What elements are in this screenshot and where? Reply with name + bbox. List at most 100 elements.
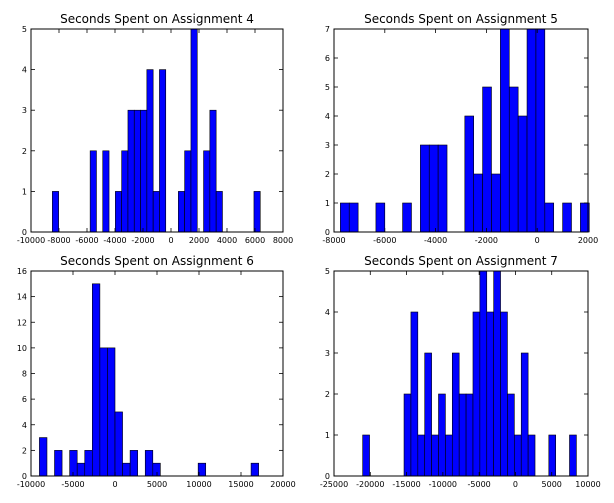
histogram-bar [250,462,259,477]
y-tick-label: 10 [17,344,27,353]
y-tick-label: 0 [325,472,330,481]
histogram-bar [209,109,217,233]
histogram-bar [493,270,501,477]
y-tick-label: 4 [325,308,330,317]
histogram-bar [84,450,93,477]
histogram-bar [438,393,446,477]
histogram-bar [403,393,412,477]
y-tick-label: 7 [325,25,330,34]
x-tick-label: 0 [535,236,540,245]
histogram-bar [190,28,198,233]
axes-frame [333,270,589,477]
histogram-bar [152,462,161,477]
x-tick-label: 2000 [189,236,209,245]
histogram-bar [140,109,148,233]
x-tick-label: -4000 [424,236,447,245]
histogram-bar [92,283,101,477]
y-tick-label: 2 [325,170,330,179]
y-tick-label: 1 [325,431,330,440]
histogram-bar [508,86,519,233]
y-tick-label: 2 [325,390,330,399]
y-tick-label: 6 [325,54,330,63]
histogram-bar [464,115,474,233]
bars [362,270,577,477]
x-tick-label: -6000 [75,236,98,245]
histogram-bar [520,352,529,477]
x-tick-label: 6000 [245,236,265,245]
y-tick-label: 16 [17,267,27,276]
y-tick-label: 5 [22,25,27,34]
histogram-bar [115,191,122,233]
x-tick-label: -15000 [392,480,420,489]
x-tick-label: 10000 [186,480,211,489]
histogram-bar [569,434,577,477]
x-tick-label: -2000 [475,236,498,245]
x-tick-label: -25000 [320,480,348,489]
histogram-bar [526,28,537,233]
chart-title: Seconds Spent on Assignment 5 [364,12,558,26]
histogram-bar [514,434,522,477]
histogram-bar [54,450,63,477]
histogram-bar [52,191,59,233]
x-tick-label: 4000 [217,236,237,245]
y-tick-label: 12 [17,318,27,327]
y-tick-label: 0 [325,228,330,237]
x-tick-label: 8000 [273,236,293,245]
histogram-bar [486,311,494,477]
histogram-bar [375,202,386,233]
histogram-bar [121,150,129,233]
axes-frame [30,28,284,233]
x-tick-label: 10000 [575,480,600,489]
histogram-bar [527,434,536,477]
histogram-bar [122,462,131,477]
histogram-bar [507,393,515,477]
histogram-bar [535,28,546,233]
y-tick-label: 6 [22,395,27,404]
histogram-bar [431,434,439,477]
y-tick-label: 1 [325,199,330,208]
histogram-bar [465,393,474,477]
histogram-bar [473,173,483,233]
histogram-bar [500,28,510,233]
histogram-bar [99,347,108,477]
chart-title: Seconds Spent on Assignment 4 [60,12,254,26]
histogram-bar [144,450,154,477]
y-tick-label: 3 [22,106,27,115]
y-tick-label: 3 [325,349,330,358]
histogram-bar [69,450,78,477]
histogram-bar [127,109,135,233]
histogram-bar [159,69,167,233]
x-tick-label: 20000 [270,480,295,489]
histogram-bar [458,393,467,477]
histogram-bar [89,150,97,233]
y-tick-label: 8 [22,370,27,379]
histogram-bar [548,434,557,477]
y-tick-label: 14 [17,293,27,302]
bars [52,28,261,233]
histogram-bar [107,347,116,477]
histogram-bar [76,462,86,477]
histogram-panel-assignment-4: Seconds Spent on Assignment 4 -10000 -800… [17,12,293,245]
y-tick-label: 5 [325,83,330,92]
histogram-bar [482,86,492,233]
histogram-bar [451,352,460,477]
bars [39,283,259,477]
histogram-bar [178,191,185,233]
histogram-bar [402,202,412,233]
x-tick-label: -5000 [468,480,491,489]
y-tick-label: 0 [22,228,27,237]
x-tick-label: -4000 [103,236,126,245]
histogram-panel-assignment-7: Seconds Spent on Assignment 7 -25000 -200… [320,254,601,489]
y-tick-label: 2 [22,446,27,455]
x-tick-label: -20000 [356,480,384,489]
histogram-bar [445,434,453,477]
histogram-bar [479,270,488,477]
axes-frame [333,28,589,233]
x-tick-label: 0 [112,480,117,489]
histogram-bar [39,437,48,477]
histogram-bar [129,450,138,477]
x-tick-label: -2000 [131,236,154,245]
chart-title: Seconds Spent on Assignment 7 [364,254,558,268]
x-tick-label: 5000 [147,480,167,489]
y-tick-label: 0 [22,472,27,481]
